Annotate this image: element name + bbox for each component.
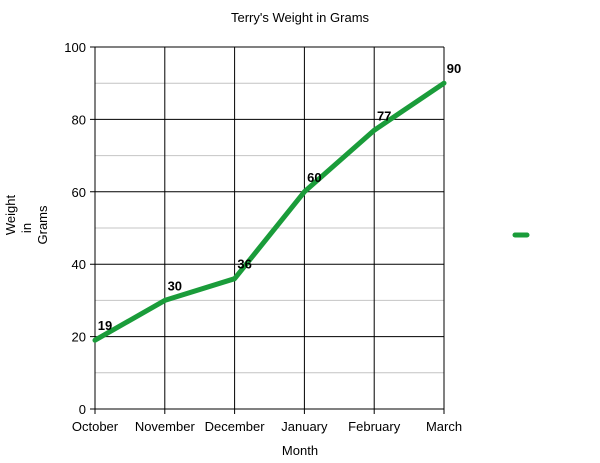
data-label: 30	[168, 278, 182, 293]
series-lines	[92, 80, 447, 343]
y-tick-label: 60	[72, 185, 86, 200]
data-label: 36	[237, 257, 251, 272]
data-labels: 19 30 36 60 77 90	[98, 61, 461, 333]
y-tick-label: 40	[72, 257, 86, 272]
y-axis-ticks: 0 20 40 60 80 100	[64, 40, 86, 417]
y-axis-title: Weight in Grams	[3, 195, 50, 245]
x-axis-ticks: October November December January February Ma…	[72, 419, 462, 434]
y-tick-label: 20	[72, 330, 86, 345]
chart-title: Terry's Weight in Grams	[231, 10, 370, 25]
x-tick-label: October	[72, 419, 119, 434]
data-label: 90	[447, 61, 461, 76]
x-axis-title: Month	[282, 443, 318, 458]
y-tick-label: 100	[64, 40, 86, 55]
y-tick-label: 80	[72, 112, 86, 127]
series-line	[92, 80, 447, 343]
x-tick-label: January	[281, 419, 328, 434]
y-axis-title-line-2: in	[19, 223, 34, 233]
y-tick-label: 0	[79, 402, 86, 417]
data-label: 60	[307, 170, 321, 185]
x-tick-label: December	[205, 419, 266, 434]
y-axis-title-line-1: Weight	[3, 195, 18, 236]
data-label: 19	[98, 318, 112, 333]
x-tick-label: February	[348, 419, 401, 434]
x-tick-label: March	[426, 419, 462, 434]
data-label: 77	[377, 108, 391, 123]
y-axis-title-line-3: Grams	[35, 205, 50, 245]
gridlines	[90, 46, 445, 414]
x-tick-label: November	[135, 419, 196, 434]
